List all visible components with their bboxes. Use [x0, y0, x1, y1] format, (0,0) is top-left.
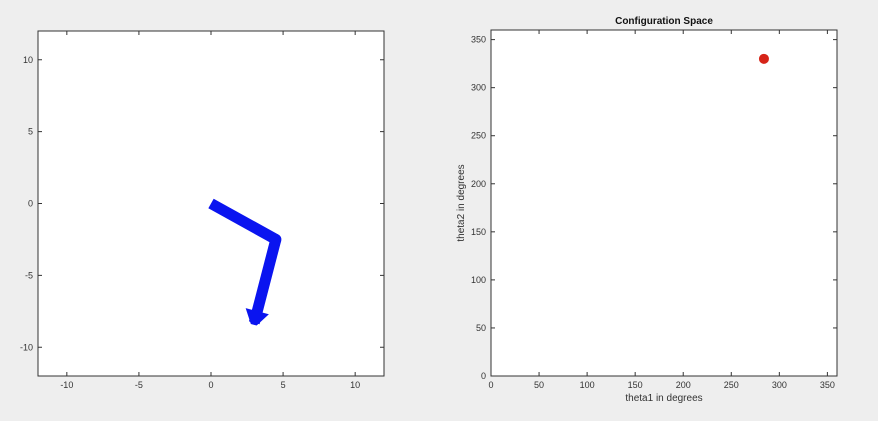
config-x-tick-label: 350 — [820, 380, 835, 390]
config-y-tick-label: 300 — [471, 83, 486, 93]
config-y-tick-label: 250 — [471, 131, 486, 141]
workspace-y-tick-label: 10 — [23, 55, 33, 65]
config-x-tick-label: 150 — [628, 380, 643, 390]
workspace-data — [208, 198, 282, 326]
workspace-x-tick-label: -10 — [60, 380, 73, 390]
arm-elbow-joint — [270, 233, 282, 245]
config-y-tick-label: 350 — [471, 35, 486, 45]
workspace-ticks: -10 -5 0 5 10 -10 -5 0 5 10 — [20, 31, 384, 390]
config-y-axis-label: theta2 in degrees — [456, 164, 467, 241]
config-y-tick-label: 0 — [481, 371, 486, 381]
config-x-axis-label: theta1 in degrees — [625, 393, 702, 404]
workspace-x-tick-label: -5 — [135, 380, 143, 390]
workspace-x-tick-label: 0 — [208, 380, 213, 390]
arm-end-effector — [245, 308, 269, 326]
config-x-tick-label: 100 — [580, 380, 595, 390]
config-ticks: 0 50 100 150 200 250 300 350 0 50 100 150 200 250 300 3… — [471, 30, 837, 390]
workspace-y-tick-label: 0 — [28, 199, 33, 209]
arm-link-2 — [248, 238, 282, 325]
workspace-x-tick-label: 5 — [281, 380, 286, 390]
config-x-tick-label: 250 — [724, 380, 739, 390]
config-x-tick-label: 300 — [772, 380, 787, 390]
workspace-axes: -10 -5 0 5 10 -10 -5 0 5 10 — [20, 30, 385, 390]
config-x-tick-label: 50 — [534, 380, 544, 390]
config-space-title: Configuration Space — [615, 16, 713, 27]
config-x-tick-label: 0 — [488, 380, 493, 390]
workspace-y-tick-label: -10 — [20, 342, 33, 352]
config-x-tick-label: 200 — [676, 380, 691, 390]
config-y-tick-label: 150 — [471, 227, 486, 237]
config-space-axes: Configuration Space theta1 in degrees th… — [456, 16, 838, 404]
config-y-tick-label: 200 — [471, 179, 486, 189]
config-y-tick-label: 100 — [471, 275, 486, 285]
config-y-tick-label: 50 — [476, 323, 486, 333]
workspace-y-tick-label: 5 — [28, 127, 33, 137]
workspace-y-tick-label: -5 — [25, 270, 33, 280]
config-plot-area — [490, 29, 838, 377]
config-data — [758, 53, 769, 64]
config-point — [758, 53, 769, 64]
arm-link-1 — [208, 198, 279, 245]
workspace-x-tick-label: 10 — [350, 380, 360, 390]
